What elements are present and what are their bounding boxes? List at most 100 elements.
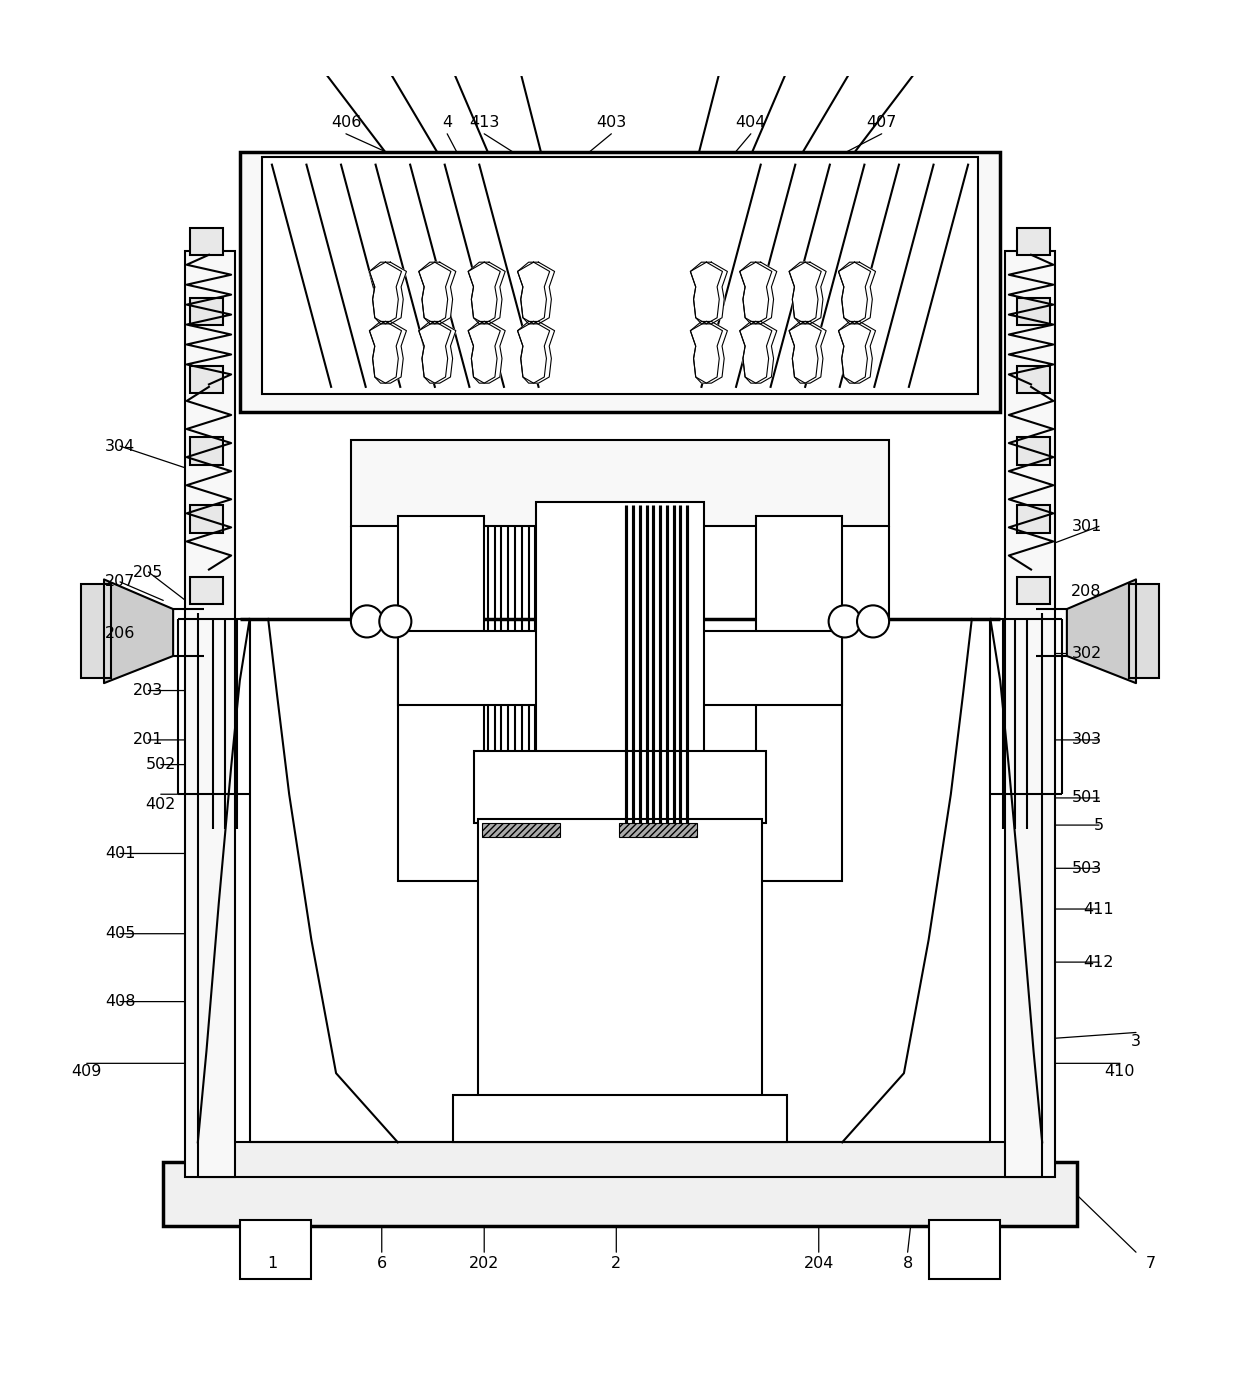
Bar xyxy=(186,251,234,1177)
Text: 409: 409 xyxy=(72,1064,102,1080)
Polygon shape xyxy=(838,322,875,383)
Bar xyxy=(482,506,559,829)
Polygon shape xyxy=(419,322,456,383)
Text: 301: 301 xyxy=(1071,518,1102,534)
Bar xyxy=(1128,585,1159,678)
Text: 410: 410 xyxy=(1105,1064,1135,1080)
Text: 402: 402 xyxy=(145,797,176,812)
Bar xyxy=(191,506,222,532)
Text: 405: 405 xyxy=(105,926,135,941)
Text: 406: 406 xyxy=(331,115,361,130)
Polygon shape xyxy=(517,322,549,383)
Text: 411: 411 xyxy=(1084,901,1115,916)
Bar xyxy=(191,577,222,604)
Bar xyxy=(475,751,765,823)
Bar xyxy=(536,502,704,766)
Text: 408: 408 xyxy=(105,994,135,1009)
Bar xyxy=(191,298,222,326)
Text: 206: 206 xyxy=(105,626,135,642)
Bar xyxy=(1006,251,1054,1177)
Polygon shape xyxy=(789,262,826,324)
Circle shape xyxy=(857,606,889,638)
Text: 203: 203 xyxy=(134,683,164,699)
Polygon shape xyxy=(691,262,728,324)
Text: 303: 303 xyxy=(1071,732,1101,747)
Polygon shape xyxy=(370,262,407,324)
Polygon shape xyxy=(789,262,821,324)
Polygon shape xyxy=(691,322,728,383)
Polygon shape xyxy=(789,322,821,383)
Bar xyxy=(756,517,842,880)
Polygon shape xyxy=(370,322,407,383)
Bar xyxy=(1018,366,1049,394)
Polygon shape xyxy=(370,322,402,383)
Text: 401: 401 xyxy=(105,845,135,861)
Bar xyxy=(351,439,889,527)
Text: 3: 3 xyxy=(1131,1034,1141,1049)
Bar xyxy=(239,1220,311,1279)
Bar xyxy=(1018,227,1049,255)
Text: 407: 407 xyxy=(867,115,897,130)
Polygon shape xyxy=(104,579,174,683)
Text: 202: 202 xyxy=(469,1256,500,1271)
Text: 208: 208 xyxy=(1071,585,1102,599)
Bar xyxy=(81,585,112,678)
Polygon shape xyxy=(469,322,505,383)
Text: 304: 304 xyxy=(105,438,135,453)
Polygon shape xyxy=(838,322,870,383)
Text: 6: 6 xyxy=(377,1256,387,1271)
Polygon shape xyxy=(740,262,776,324)
Bar xyxy=(239,152,1001,412)
Polygon shape xyxy=(370,262,402,324)
Text: 302: 302 xyxy=(1071,646,1102,661)
Text: 501: 501 xyxy=(1071,790,1102,805)
Polygon shape xyxy=(517,262,554,324)
Bar xyxy=(619,823,697,837)
Polygon shape xyxy=(838,262,875,324)
Polygon shape xyxy=(469,262,500,324)
Polygon shape xyxy=(740,262,771,324)
Text: 5: 5 xyxy=(1094,818,1104,833)
Text: 404: 404 xyxy=(735,115,766,130)
Circle shape xyxy=(379,606,412,638)
Text: 502: 502 xyxy=(145,757,176,772)
Polygon shape xyxy=(789,322,826,383)
Polygon shape xyxy=(740,322,776,383)
Text: 7: 7 xyxy=(1146,1256,1156,1271)
Bar xyxy=(398,517,484,880)
Text: 503: 503 xyxy=(1071,861,1102,876)
Bar xyxy=(482,823,559,837)
Bar xyxy=(1018,298,1049,326)
Text: 2: 2 xyxy=(611,1256,621,1271)
Text: 8: 8 xyxy=(903,1256,913,1271)
Text: 205: 205 xyxy=(133,564,164,579)
Text: 1: 1 xyxy=(267,1256,277,1271)
Text: 201: 201 xyxy=(133,732,164,747)
Bar xyxy=(191,227,222,255)
Polygon shape xyxy=(419,262,456,324)
Bar xyxy=(201,1142,1039,1177)
Bar xyxy=(1018,506,1049,532)
Bar xyxy=(619,506,697,829)
Text: 412: 412 xyxy=(1084,955,1115,970)
Polygon shape xyxy=(419,262,451,324)
Polygon shape xyxy=(691,322,723,383)
Polygon shape xyxy=(419,322,451,383)
Bar xyxy=(454,1095,786,1142)
Polygon shape xyxy=(740,322,771,383)
Bar xyxy=(1018,438,1049,464)
Text: 403: 403 xyxy=(596,115,626,130)
Polygon shape xyxy=(1066,579,1136,683)
Bar xyxy=(191,438,222,464)
Polygon shape xyxy=(517,322,554,383)
Polygon shape xyxy=(469,262,505,324)
Text: 4: 4 xyxy=(443,115,453,130)
Text: 204: 204 xyxy=(804,1256,835,1271)
Text: 207: 207 xyxy=(105,574,135,589)
Bar xyxy=(262,157,978,394)
Polygon shape xyxy=(469,322,500,383)
Bar xyxy=(191,366,222,394)
Bar xyxy=(929,1220,1001,1279)
Circle shape xyxy=(828,606,861,638)
Bar xyxy=(398,631,842,705)
